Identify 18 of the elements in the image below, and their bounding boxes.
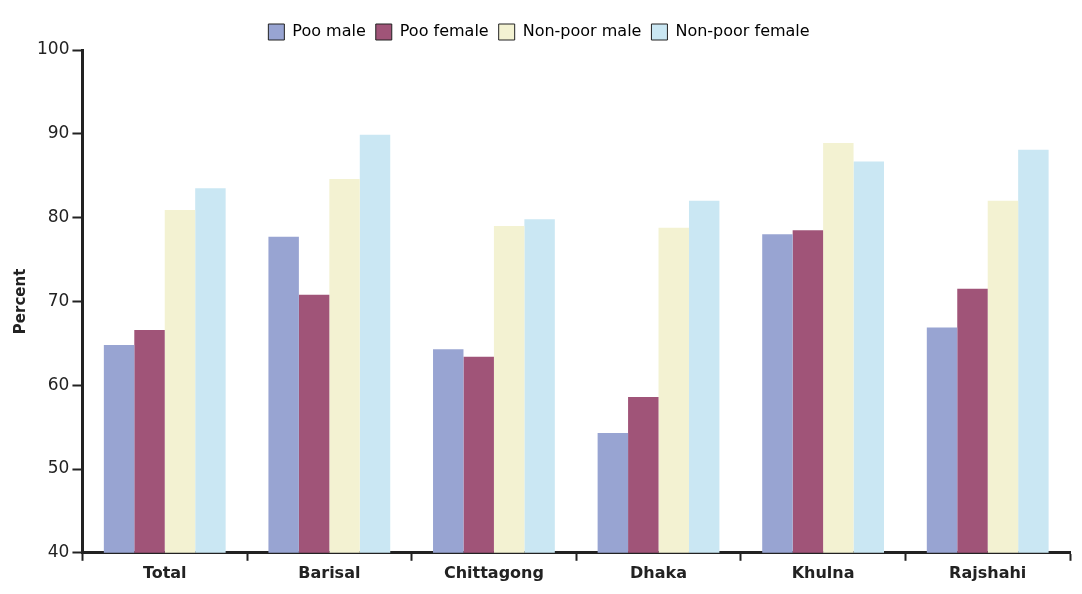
y-tick-label: 60 [47,373,70,394]
x-tick-label: Khulna [791,562,855,582]
y-tick-label: 90 [47,122,70,143]
y-tick-label: 40 [47,541,70,562]
y-tick-label: 70 [47,289,70,310]
legend-label: Poo female [399,21,489,41]
y-tick-label: 80 [47,206,70,227]
legend-label: Non-poor female [675,21,810,41]
y-tick-label: 100 [36,38,70,59]
legend-label: Poo male [292,21,366,41]
y-tick-label: 50 [47,457,70,478]
legend-label: Non-poor male [522,21,642,41]
y-axis-title: Percent [10,268,29,335]
x-tick-label: Chittagong [443,562,544,582]
x-tick-label: Barisal [298,562,361,582]
x-tick-label: Rajshahi [949,562,1027,582]
x-tick-label: Dhaka [630,562,687,582]
x-tick-label: Total [142,562,187,582]
